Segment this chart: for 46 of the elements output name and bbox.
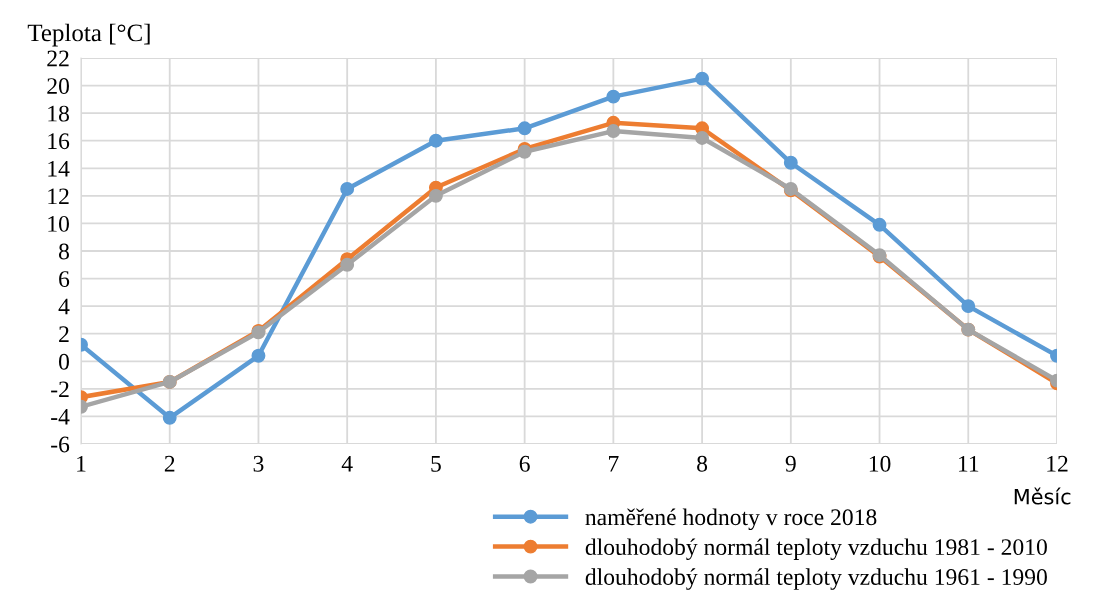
y-tick-label: 20	[47, 78, 69, 94]
legend-label: dlouhodobý normál teploty vzduchu 1981 - 2010	[585, 538, 1047, 560]
x-tick-label: 2	[164, 455, 175, 472]
y-tick-label: -2	[51, 381, 69, 398]
x-tick-label: 1	[77, 455, 86, 472]
point	[961, 299, 976, 314]
x-tick-label: 8	[697, 455, 708, 472]
x-tick-label: 11	[958, 455, 979, 472]
point	[695, 131, 710, 145]
y-axis-title: Teplota [°C]	[27, 23, 150, 47]
y-tick-label: -6	[51, 436, 70, 453]
point	[783, 155, 798, 170]
x-tick-label: 3	[253, 455, 264, 472]
y-tick-label: 4	[58, 298, 70, 315]
point	[428, 133, 443, 148]
x-tick-label: 10	[869, 455, 891, 472]
x-tick-label: 6	[519, 455, 530, 472]
point	[695, 71, 710, 86]
y-tick-label: 18	[48, 105, 69, 122]
x-tick-label: 5	[431, 456, 441, 472]
point	[340, 182, 355, 196]
y-tick-label: 2	[59, 326, 69, 342]
point	[251, 348, 266, 363]
y-tick-label: 22	[47, 50, 69, 67]
y-tick-label: 14	[48, 160, 70, 177]
x-tick-label: 4	[341, 455, 353, 472]
point	[606, 124, 621, 139]
point	[872, 217, 887, 232]
legend-label: dlouhodobý normál teploty vzduchu 1961 - 1990	[585, 568, 1047, 590]
point	[606, 89, 621, 104]
x-axis-title: Měsíc	[1014, 487, 1071, 505]
y-tick-label: 0	[58, 353, 69, 370]
y-tick-label: 10	[48, 215, 69, 232]
point	[428, 188, 443, 203]
y-tick-label: 6	[59, 271, 70, 287]
y-tick-label: 16	[48, 133, 70, 150]
x-tick-label: 9	[785, 455, 796, 472]
y-tick-label: 12	[48, 188, 69, 205]
y-tick-label: -4	[51, 409, 70, 425]
x-tick-label: 7	[609, 456, 619, 472]
point	[340, 257, 355, 272]
point	[162, 410, 177, 425]
point	[517, 121, 532, 136]
y-tick-label: 8	[58, 243, 69, 260]
x-tick-label: 12	[1047, 455, 1068, 472]
legend-label: naměřené hodnoty v roce 2018	[585, 508, 877, 531]
